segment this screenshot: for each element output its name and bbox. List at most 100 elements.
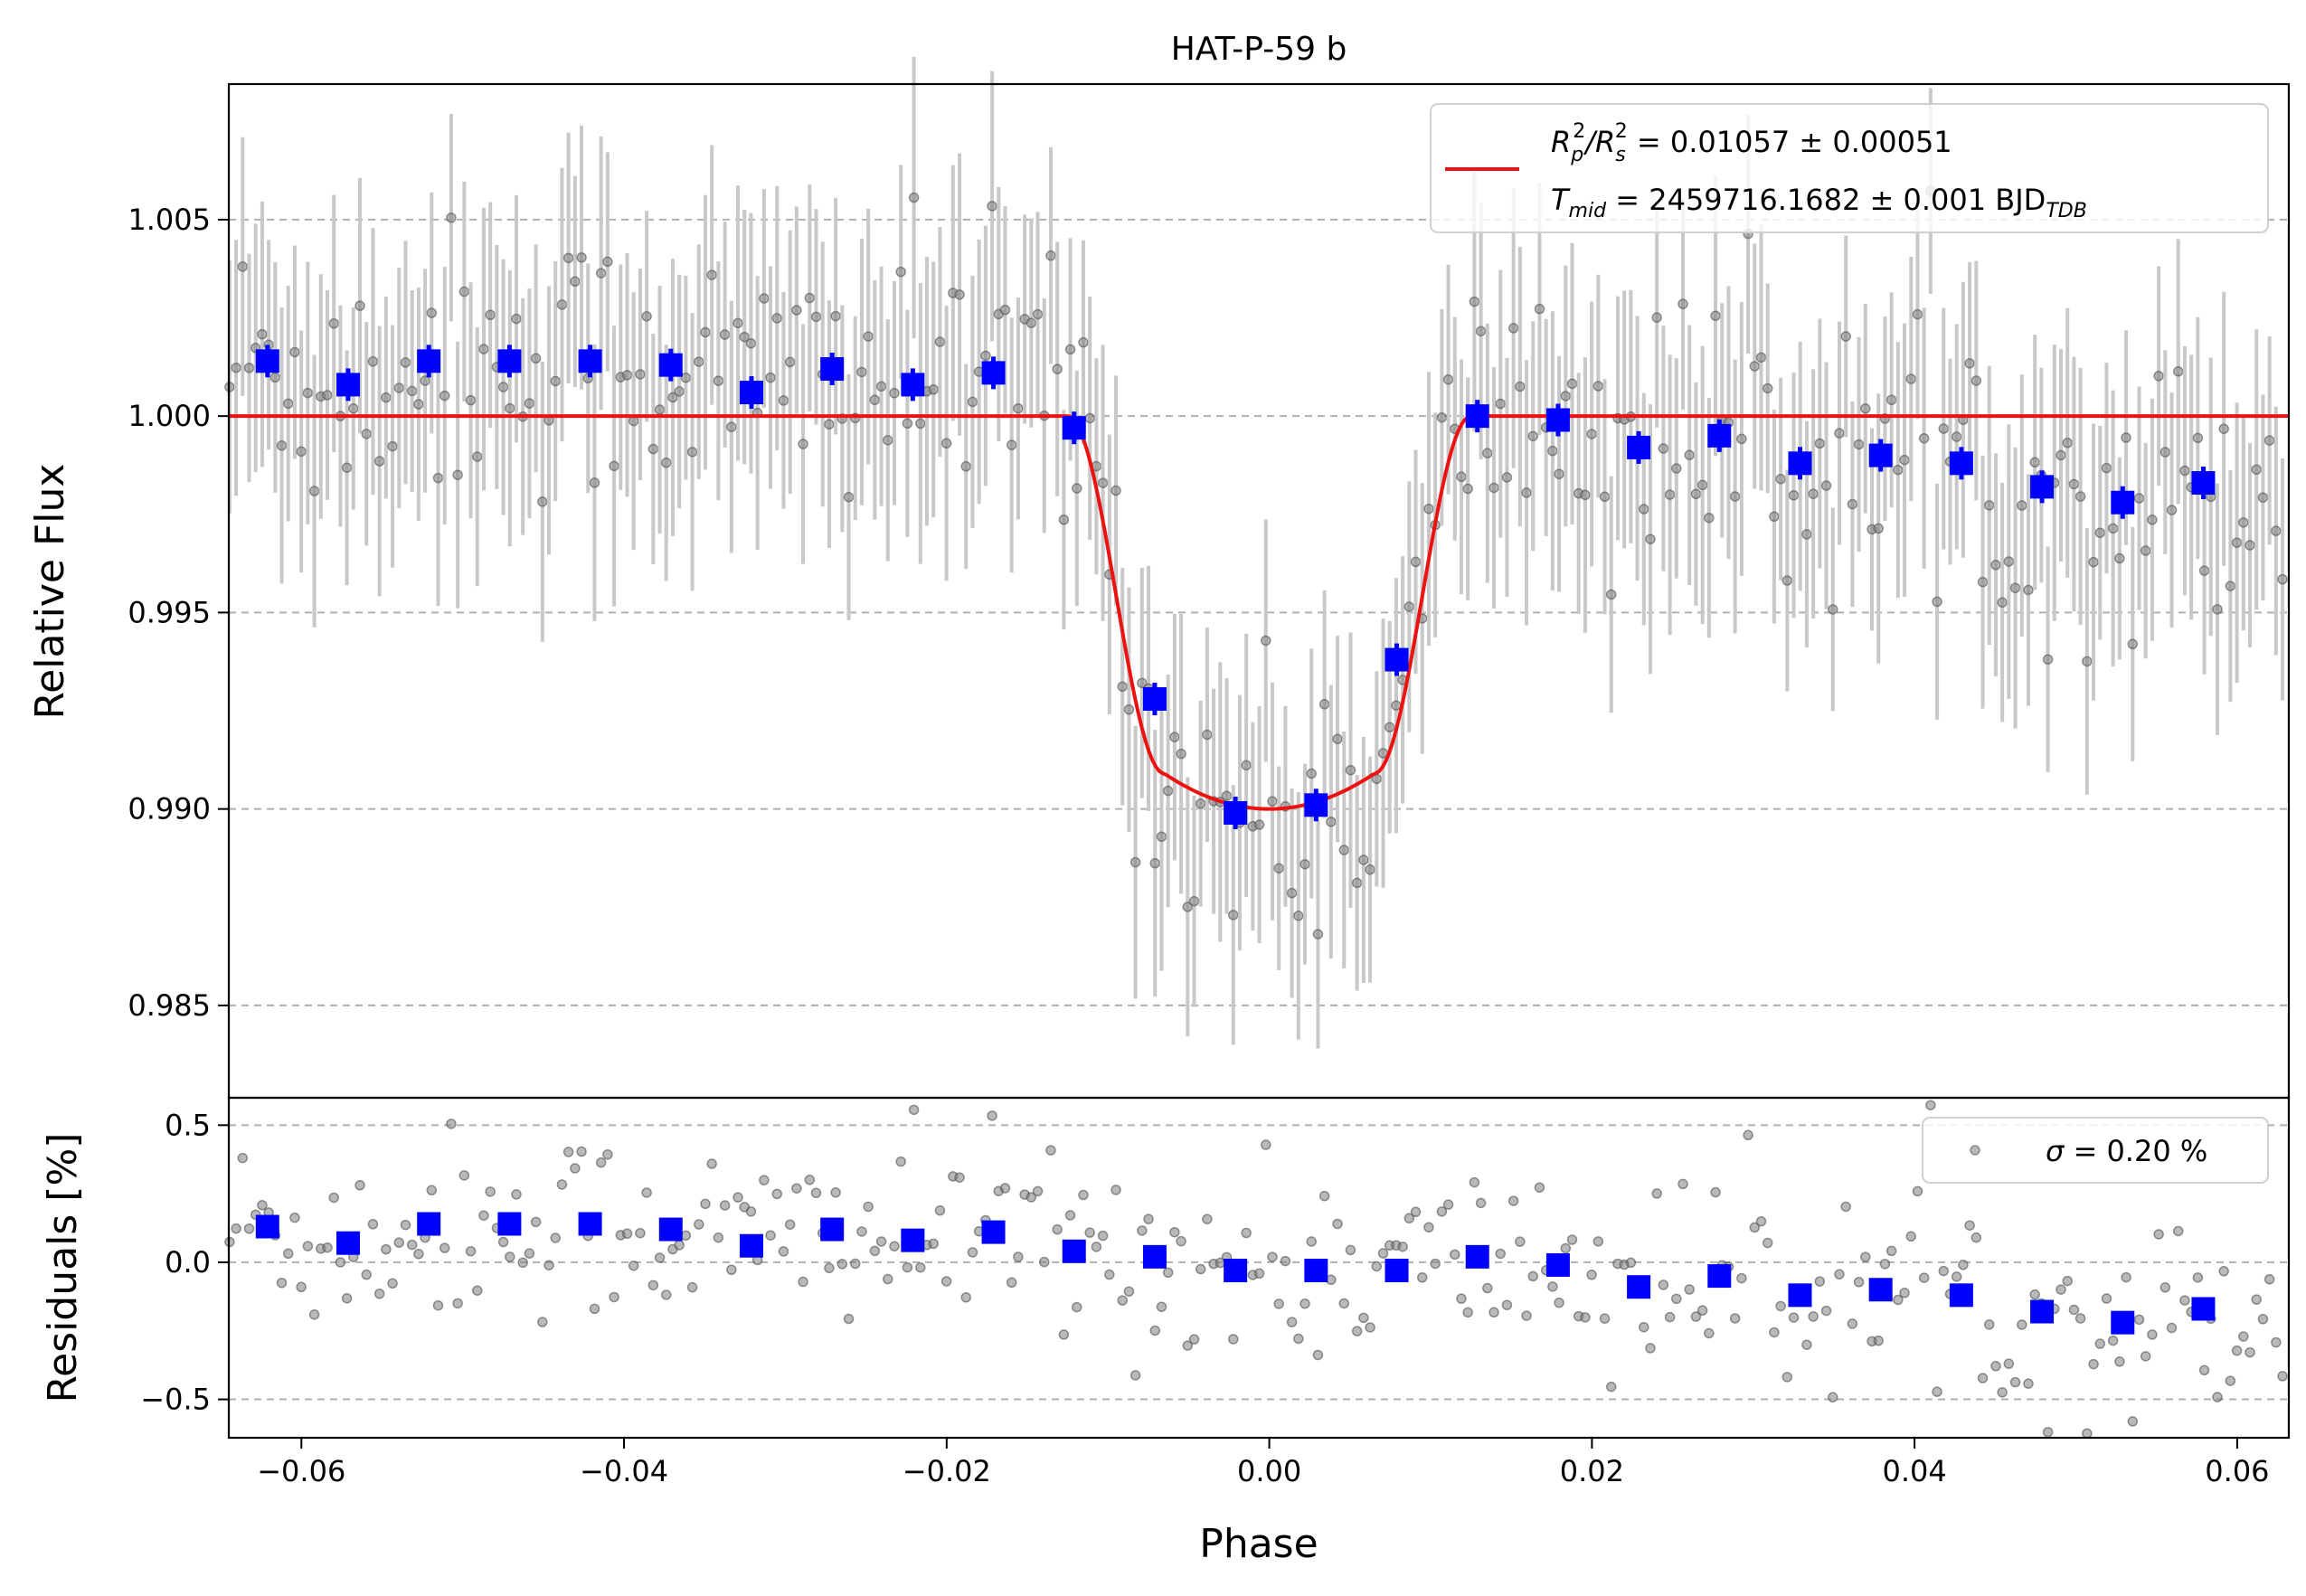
residual-raw-point bbox=[635, 1227, 646, 1239]
raw-point bbox=[1072, 483, 1082, 494]
raw-point bbox=[1123, 704, 1135, 715]
residual-raw-point bbox=[1527, 1270, 1539, 1282]
residual-raw-point bbox=[550, 1232, 561, 1243]
raw-point bbox=[2074, 491, 2086, 502]
residual-raw-point bbox=[1462, 1307, 1473, 1318]
raw-point bbox=[1156, 831, 1167, 843]
residual-raw-point bbox=[1195, 1263, 1206, 1275]
residual-binned-point bbox=[1868, 1278, 1893, 1302]
raw-point bbox=[602, 256, 613, 268]
residual-raw-point bbox=[2212, 1392, 2223, 1402]
raw-point bbox=[1951, 431, 1962, 442]
residual-raw-point bbox=[1299, 1298, 1310, 1309]
raw-point bbox=[1592, 381, 1604, 392]
residual-raw-point bbox=[2192, 1272, 2204, 1283]
raw-point bbox=[328, 318, 339, 329]
binned-point bbox=[255, 349, 279, 373]
raw-point bbox=[589, 477, 600, 488]
binned-point bbox=[658, 353, 683, 377]
residual-raw-point bbox=[1332, 1218, 1343, 1230]
raw-point bbox=[2017, 500, 2027, 511]
residual-raw-point bbox=[895, 1156, 906, 1167]
raw-point bbox=[1345, 764, 1356, 776]
raw-point bbox=[1938, 423, 1950, 434]
residual-raw-point bbox=[1932, 1386, 1942, 1397]
residual-raw-point bbox=[1775, 1300, 1786, 1312]
main-panel-y-ticks: 0.985 0.990 0.995 1.000 1.005 bbox=[128, 203, 229, 1023]
raw-point bbox=[1690, 488, 1702, 500]
raw-point bbox=[1769, 511, 1780, 522]
residual-raw-point bbox=[1501, 1299, 1513, 1310]
residual-raw-point bbox=[2245, 1346, 2255, 1358]
raw-point bbox=[856, 366, 867, 378]
raw-point bbox=[1129, 856, 1141, 868]
residual-raw-point bbox=[1554, 1297, 1564, 1308]
raw-point bbox=[647, 443, 659, 455]
residual-raw-point bbox=[335, 1257, 346, 1268]
residual-raw-point bbox=[1084, 1227, 1095, 1238]
residual-binned-point bbox=[981, 1220, 1006, 1244]
raw-point bbox=[2277, 573, 2288, 585]
residual-raw-point bbox=[1410, 1206, 1422, 1218]
binned-point bbox=[739, 381, 763, 405]
residual-raw-point bbox=[759, 1175, 770, 1185]
raw-point bbox=[1873, 523, 1884, 534]
residual-raw-point bbox=[576, 1146, 587, 1157]
residual-raw-point bbox=[1058, 1329, 1070, 1340]
residual-raw-point bbox=[1129, 1370, 1141, 1381]
residual-raw-point bbox=[1749, 1222, 1761, 1233]
raw-point bbox=[1527, 430, 1539, 442]
residual-raw-point bbox=[452, 1298, 463, 1309]
raw-point bbox=[1521, 487, 1532, 498]
raw-point bbox=[1318, 699, 1330, 710]
residual-raw-point bbox=[967, 1247, 978, 1258]
raw-point bbox=[694, 356, 704, 367]
residual-raw-point bbox=[2029, 1289, 2040, 1300]
residual-raw-point bbox=[556, 1179, 568, 1190]
raw-point bbox=[1188, 895, 1200, 907]
residual-raw-point bbox=[960, 1292, 972, 1303]
residual-raw-point bbox=[1403, 1213, 1415, 1224]
raw-point bbox=[322, 390, 333, 401]
residual-raw-point bbox=[373, 1289, 385, 1299]
raw-point bbox=[354, 300, 365, 311]
residual-raw-point bbox=[889, 1241, 900, 1251]
raw-point bbox=[432, 472, 444, 484]
raw-point bbox=[928, 384, 939, 395]
raw-point bbox=[1169, 732, 1180, 742]
x-tick-label: 0.02 bbox=[1560, 1454, 1624, 1488]
main-y-tick-label: 1.000 bbox=[128, 399, 211, 433]
residual-raw-point bbox=[602, 1149, 613, 1160]
raw-point bbox=[1729, 491, 1741, 502]
residual-raw-point bbox=[381, 1243, 392, 1255]
raw-point bbox=[1176, 748, 1186, 760]
residual-raw-point bbox=[609, 1291, 619, 1303]
residual-raw-point bbox=[654, 1252, 666, 1263]
raw-point bbox=[2101, 462, 2112, 474]
residual-raw-point bbox=[1918, 1272, 1930, 1283]
residual-raw-point bbox=[276, 1277, 288, 1289]
residual-raw-point bbox=[1188, 1334, 1200, 1345]
raw-point bbox=[791, 305, 802, 316]
residual-raw-point bbox=[1482, 1282, 1493, 1294]
residual-raw-point bbox=[1318, 1190, 1330, 1202]
residual-raw-point bbox=[2003, 1358, 2015, 1369]
residual-raw-point bbox=[621, 1228, 633, 1240]
binned-point bbox=[578, 349, 602, 373]
binned-point bbox=[1545, 408, 1570, 432]
raw-point bbox=[1462, 483, 1473, 495]
binned-point bbox=[2030, 475, 2055, 499]
residual-raw-point bbox=[361, 1269, 372, 1280]
raw-point bbox=[276, 440, 288, 451]
raw-point bbox=[908, 192, 920, 203]
residual-raw-point bbox=[1912, 1185, 1923, 1197]
raw-point bbox=[1273, 863, 1284, 874]
residual-raw-point bbox=[1169, 1226, 1180, 1238]
raw-point bbox=[1918, 432, 1930, 444]
raw-point bbox=[954, 289, 965, 300]
residual-raw-point bbox=[1489, 1307, 1499, 1318]
residual-raw-point bbox=[296, 1281, 307, 1293]
raw-point bbox=[1097, 477, 1109, 488]
raw-point bbox=[1286, 887, 1298, 899]
raw-point bbox=[576, 252, 587, 263]
